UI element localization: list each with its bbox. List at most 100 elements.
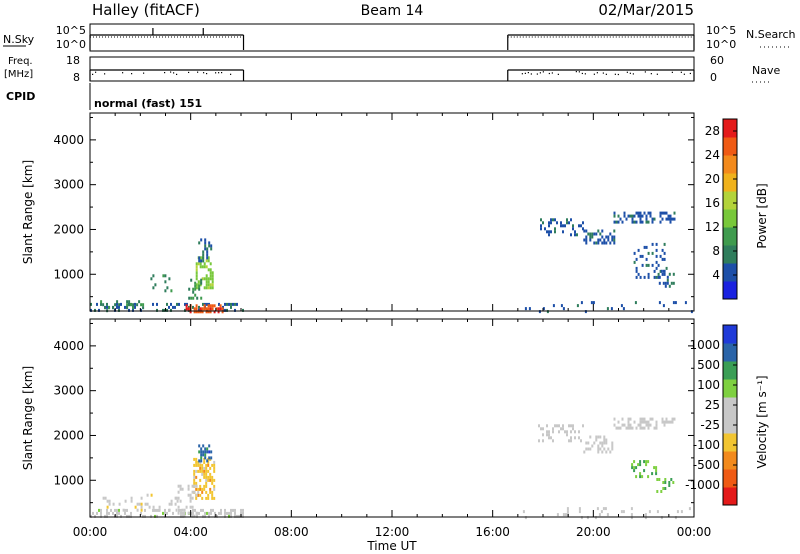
- heatmap-cell: [213, 463, 216, 467]
- heatmap-cell: [599, 447, 602, 451]
- heatmap-cell: [645, 257, 648, 261]
- heatmap-cell: [578, 436, 580, 440]
- heatmap-cell: [208, 456, 211, 460]
- heatmap-cell: [655, 266, 658, 270]
- heatmap-cell: [179, 499, 182, 503]
- heatmap-cell: [140, 496, 143, 500]
- heatmap-cell: [597, 444, 600, 448]
- heatmap-cell: [220, 511, 222, 515]
- heatmap-cell: [601, 229, 604, 233]
- heatmap-cell: [205, 481, 208, 485]
- heatmap-cell: [193, 490, 196, 494]
- heatmap-cell: [90, 302, 92, 306]
- heatmap-cell: [639, 420, 642, 424]
- heatmap-cell: [613, 214, 616, 218]
- heatmap-cell: [184, 302, 186, 306]
- colorbar-swatch: [723, 155, 737, 174]
- heatmap-cell: [633, 260, 636, 264]
- heatmap-cell: [195, 496, 198, 500]
- heatmap-cell: [546, 430, 548, 434]
- heatmap-cell: [651, 251, 654, 255]
- heatmap-cell: [627, 417, 630, 421]
- heatmap-cell: [558, 430, 560, 434]
- heatmap-cell: [599, 238, 602, 242]
- heatmap-cell: [212, 508, 214, 512]
- heatmap-cell: [197, 487, 200, 491]
- heatmap-cell: [90, 514, 92, 518]
- heatmap-cell: [191, 514, 194, 518]
- heatmap-cell: [564, 513, 567, 517]
- heatmap-cell: [209, 283, 212, 287]
- heatmap-cell: [666, 278, 669, 282]
- heatmap-cell: [130, 496, 133, 500]
- heatmap-cell: [114, 508, 116, 512]
- heatmap-cell: [210, 456, 213, 460]
- heatmap-cell: [116, 508, 118, 512]
- heatmap-cell: [136, 502, 139, 506]
- heatmap-cell: [198, 511, 200, 515]
- heatmap-cell: [205, 496, 208, 500]
- heatmap-cell: [234, 511, 236, 515]
- nave-point: [95, 71, 97, 73]
- heatmap-cell: [622, 307, 625, 311]
- heatmap-cell: [168, 277, 171, 281]
- colorbar-swatch: [723, 487, 737, 506]
- heatmap-cell: [201, 310, 204, 314]
- colorbar-tick-label: 24: [705, 148, 720, 162]
- heatmap-cell: [554, 227, 556, 231]
- heatmap-cell: [580, 516, 583, 520]
- nave-point: [536, 73, 538, 75]
- velocity-panel-frame: [89, 318, 695, 518]
- heatmap-cell: [629, 426, 632, 430]
- heatmap-cell: [655, 472, 658, 476]
- heatmap-cell: [158, 508, 161, 512]
- heatmap-cell: [647, 211, 650, 215]
- heatmap-cell: [603, 447, 606, 451]
- nsky-label: N.Sky: [3, 33, 35, 46]
- heatmap-cell: [195, 286, 198, 290]
- heatmap-cell: [659, 254, 662, 258]
- heatmap-cell: [200, 259, 203, 263]
- heatmap-cell: [140, 303, 143, 307]
- heatmap-cell: [546, 433, 548, 437]
- heatmap-cell: [124, 499, 127, 503]
- heatmap-cell: [552, 430, 554, 434]
- heatmap-cell: [112, 306, 115, 310]
- nave-point: [230, 73, 232, 75]
- x-tick-label: 16:00: [475, 525, 510, 539]
- heatmap-cell: [206, 256, 209, 260]
- nave-point: [539, 72, 541, 74]
- heatmap-cell: [197, 493, 200, 497]
- heatmap-cell: [192, 290, 195, 294]
- heatmap-cell: [203, 262, 206, 266]
- heatmap-cell: [673, 211, 676, 215]
- heatmap-cell: [201, 472, 204, 476]
- heatmap-cell: [162, 308, 164, 312]
- heatmap-cell: [213, 466, 216, 470]
- heatmap-cell: [170, 289, 173, 293]
- heatmap-cell: [196, 514, 198, 518]
- heatmap-cell: [156, 308, 158, 312]
- nave-point: [626, 71, 628, 73]
- heatmap-cell: [195, 460, 198, 464]
- heatmap-cell: [194, 281, 197, 285]
- heatmap-cell: [195, 487, 198, 491]
- heatmap-cell: [540, 227, 542, 231]
- heatmap-cell: [583, 229, 586, 233]
- heatmap-cell: [542, 439, 544, 443]
- heatmap-cell: [641, 417, 644, 421]
- heatmap-cell: [205, 472, 208, 476]
- heatmap-cell: [665, 417, 668, 421]
- heatmap-cell: [662, 487, 665, 490]
- heatmap-cell: [548, 230, 550, 234]
- heatmap-cell: [594, 516, 597, 520]
- nsearch-tick-high: 10^5: [706, 24, 736, 37]
- heatmap-cell: [556, 424, 558, 428]
- heatmap-cell: [630, 507, 633, 511]
- heatmap-cell: [670, 478, 673, 481]
- heatmap-cell: [653, 275, 656, 279]
- nave-point: [581, 72, 583, 75]
- heatmap-cell: [218, 511, 220, 515]
- y-tick-label: 3000: [53, 178, 84, 192]
- heatmap-cell: [658, 301, 661, 305]
